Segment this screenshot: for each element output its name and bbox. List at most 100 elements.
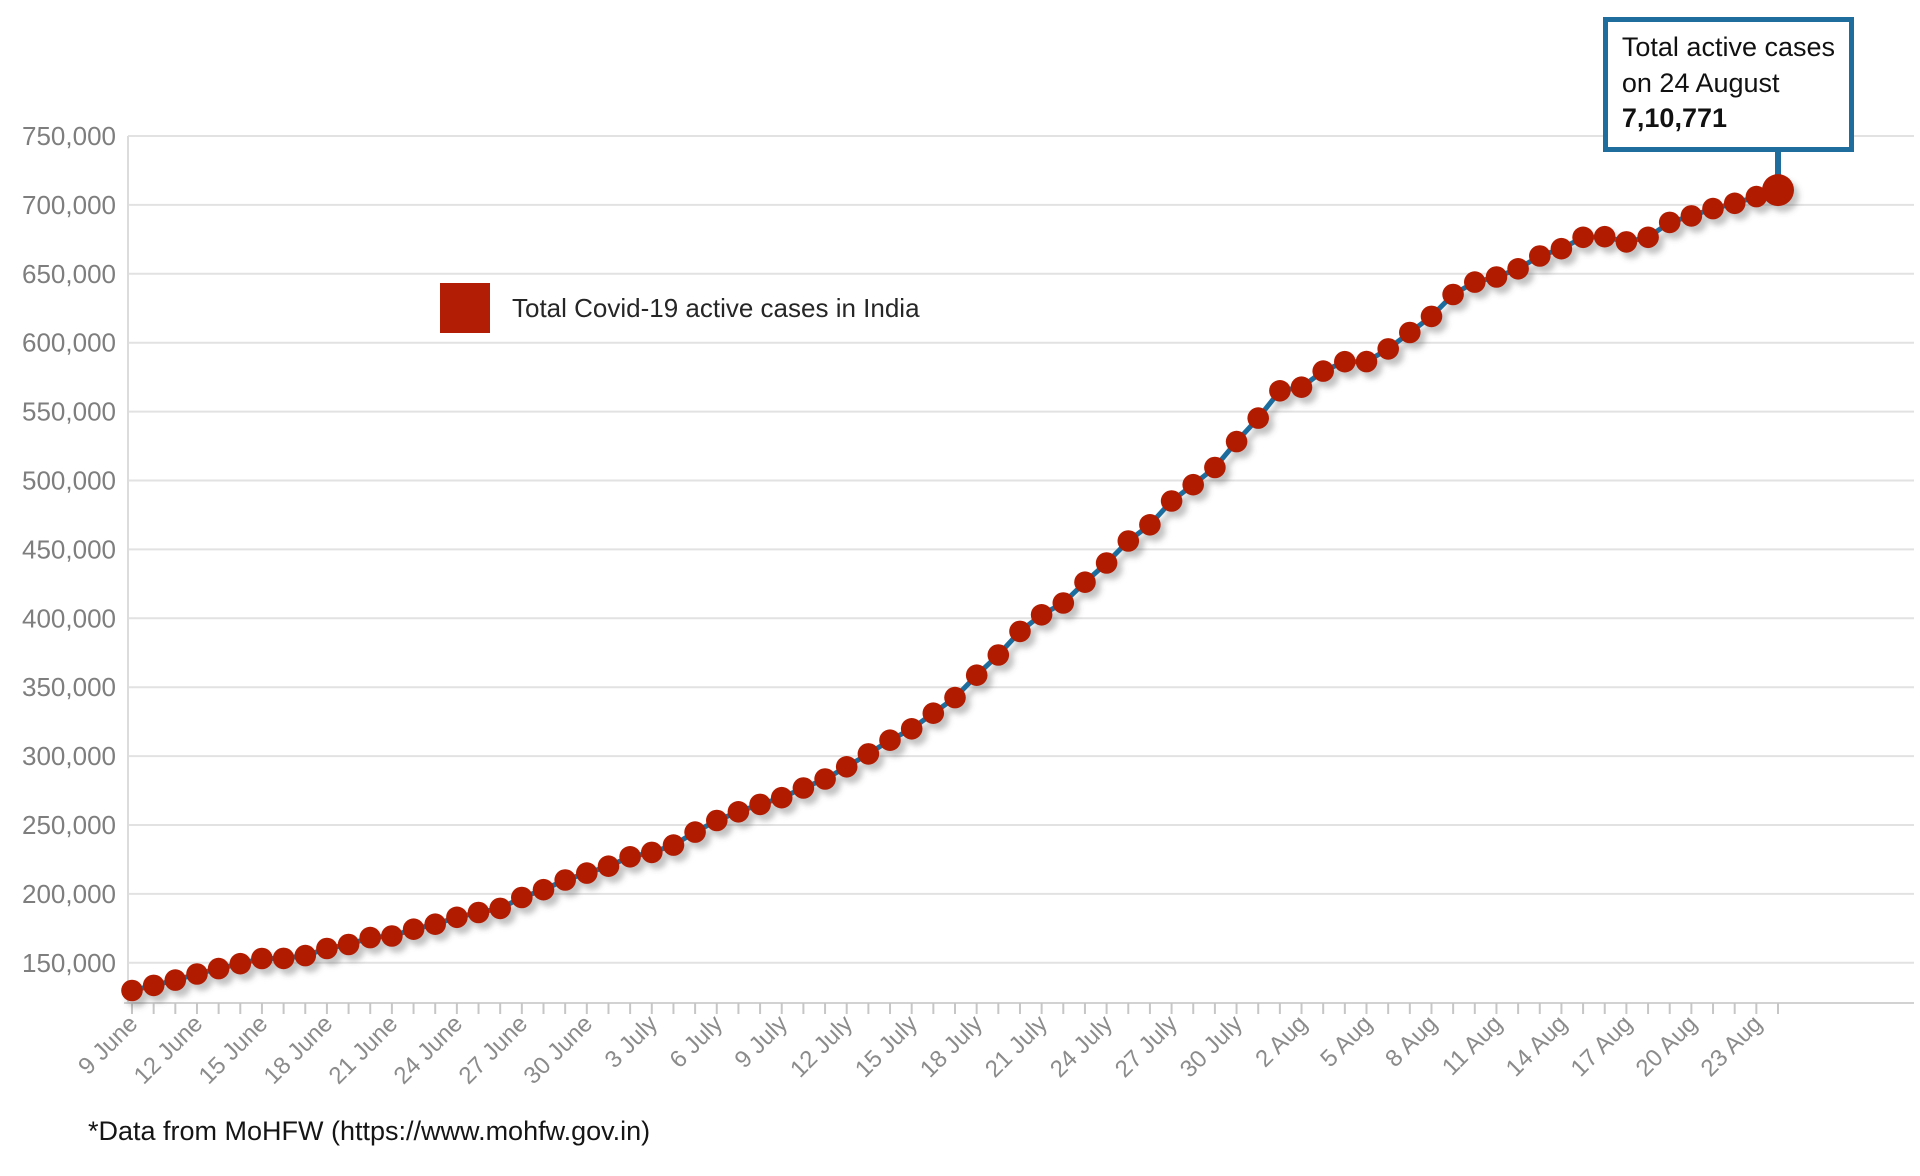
y-axis-label: 400,000 xyxy=(22,603,116,633)
y-axis-label: 200,000 xyxy=(22,879,116,909)
legend: Total Covid-19 active cases in India xyxy=(440,283,920,333)
data-point xyxy=(1399,321,1421,344)
x-axis-label: 12 June xyxy=(129,1010,208,1089)
annotation-line2: on 24 August xyxy=(1621,67,1780,98)
data-point xyxy=(1052,592,1075,614)
x-axis-label: 15 July xyxy=(850,1010,923,1083)
x-axis-label: 8 Aug xyxy=(1380,1010,1443,1073)
data-point xyxy=(554,869,576,891)
data-source-note: *Data from MoHFW (https://www.mohfw.gov.… xyxy=(88,1116,651,1146)
data-point xyxy=(1225,430,1248,453)
data-point xyxy=(511,886,533,909)
y-axis-label: 600,000 xyxy=(22,328,116,358)
y-axis-label: 550,000 xyxy=(22,397,116,427)
y-axis-label: 250,000 xyxy=(22,810,116,840)
x-axis-label: 21 July xyxy=(980,1010,1053,1083)
data-point xyxy=(1204,456,1226,479)
data-point-final xyxy=(1762,174,1794,207)
x-axis-label: 14 Aug xyxy=(1501,1010,1573,1082)
data-point xyxy=(316,937,338,960)
x-axis-label: 2 Aug xyxy=(1250,1010,1313,1073)
data-point xyxy=(749,793,771,816)
x-axis-label: 30 July xyxy=(1175,1010,1248,1083)
data-point xyxy=(251,947,273,970)
data-point xyxy=(1680,205,1703,227)
data-point xyxy=(1615,231,1638,253)
data-point xyxy=(944,686,966,709)
data-point xyxy=(402,918,425,940)
data-point xyxy=(1377,338,1399,360)
x-axis-label: 15 June xyxy=(194,1010,273,1089)
data-point xyxy=(381,925,403,947)
data-point xyxy=(1529,245,1551,267)
data-point xyxy=(1745,185,1768,208)
y-axis-label: 750,000 xyxy=(22,121,116,151)
data-point xyxy=(1290,376,1313,399)
y-axis-label: 450,000 xyxy=(22,534,116,564)
data-point xyxy=(1637,226,1659,249)
data-point xyxy=(619,846,641,868)
data-point xyxy=(1723,192,1746,215)
data-point xyxy=(294,944,317,967)
data-point xyxy=(359,926,382,949)
data-point xyxy=(1550,237,1573,260)
data-point xyxy=(1160,490,1183,512)
data-point xyxy=(1355,350,1378,373)
data-point xyxy=(1572,226,1594,249)
data-point xyxy=(597,855,620,877)
x-axis-label: 23 Aug xyxy=(1696,1010,1768,1082)
data-point xyxy=(770,786,793,809)
data-point xyxy=(727,801,750,823)
data-point xyxy=(1247,407,1269,429)
data-point xyxy=(857,743,880,765)
data-point xyxy=(1334,350,1356,373)
data-point xyxy=(1593,225,1616,248)
data-point xyxy=(1117,530,1140,552)
data-point xyxy=(121,979,143,1002)
data-point xyxy=(965,664,988,686)
data-point xyxy=(1030,604,1053,626)
data-point xyxy=(1312,360,1334,382)
x-axis-label: 18 July xyxy=(915,1010,988,1083)
x-axis-label: 3 July xyxy=(600,1010,663,1073)
data-point xyxy=(1485,266,1508,288)
y-axis-label: 300,000 xyxy=(22,741,116,771)
data-point xyxy=(987,644,1010,666)
data-point xyxy=(532,878,555,901)
x-axis-label: 24 June xyxy=(389,1010,468,1089)
data-point xyxy=(1420,305,1443,328)
data-point xyxy=(662,834,685,856)
data-point xyxy=(142,974,165,997)
data-point xyxy=(814,768,836,790)
data-point xyxy=(922,702,945,724)
legend-label: Total Covid-19 active cases in India xyxy=(512,292,920,323)
series-covid-active-cases xyxy=(121,174,1794,1002)
series-line xyxy=(131,187,1779,993)
data-point xyxy=(684,821,706,843)
data-point xyxy=(467,901,490,924)
data-point xyxy=(1464,271,1486,293)
x-axis-label: 24 July xyxy=(1045,1010,1118,1083)
x-axis-label: 27 June xyxy=(454,1010,533,1089)
data-point xyxy=(835,756,858,778)
y-axis-label: 650,000 xyxy=(22,259,116,289)
data-point xyxy=(792,777,815,799)
annotation-value: 7,10,771 xyxy=(1621,103,1727,134)
data-point xyxy=(489,897,512,920)
annotation-callout: Total active cases on 24 August 7,10,771 xyxy=(1602,17,1854,152)
y-axis-label: 700,000 xyxy=(22,190,116,220)
data-point xyxy=(186,963,208,985)
data-point xyxy=(706,809,728,832)
y-axis-label: 150,000 xyxy=(22,948,116,978)
data-point xyxy=(879,729,901,751)
data-point xyxy=(1658,211,1681,234)
x-axis-label: 11 Aug xyxy=(1437,1010,1508,1081)
data-point xyxy=(207,957,230,980)
data-point xyxy=(1074,571,1096,593)
data-point xyxy=(1095,552,1118,574)
x-axis-label: 27 July xyxy=(1110,1010,1183,1083)
data-point xyxy=(272,947,295,970)
x-axis-label: 17 Aug xyxy=(1566,1010,1638,1082)
